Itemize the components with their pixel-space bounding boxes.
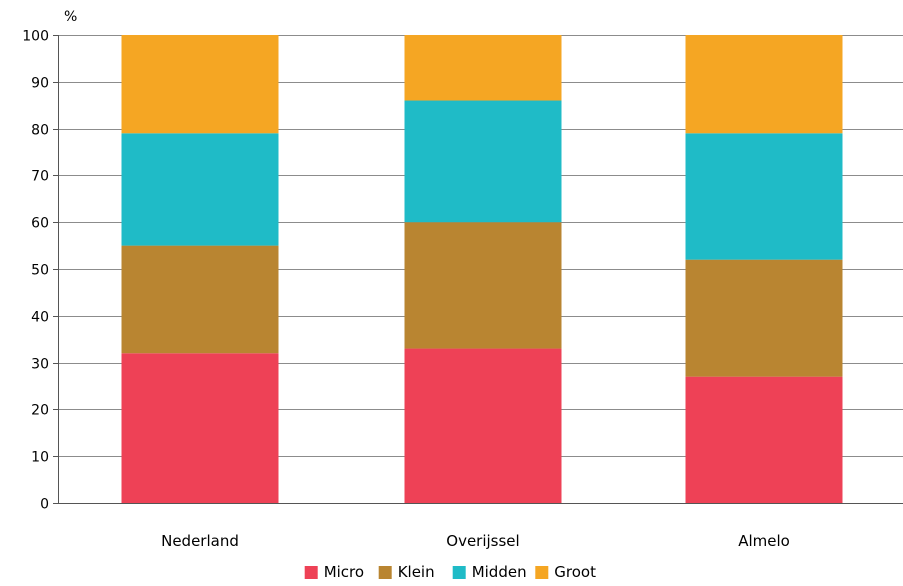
y-tick-label: 90 [31, 76, 49, 92]
x-category-label: Overijssel [446, 532, 519, 550]
legend-swatch-klein [378, 566, 392, 579]
bar-segment-klein-almelo [685, 259, 843, 377]
bar-segment-groot-overijssel [404, 35, 562, 101]
bar-segment-midden-overijssel [404, 100, 562, 223]
legend-label-micro: Micro [324, 563, 364, 581]
legend-swatch-midden [452, 566, 466, 579]
y-tick-label: 70 [31, 169, 49, 185]
x-axis-labels: Nederland Overijssel Almelo [161, 532, 790, 550]
bar-segment-micro-nederland [121, 353, 279, 503]
legend: Micro Klein Midden Groot [304, 563, 596, 581]
bar-segment-klein-nederland [121, 245, 279, 354]
legend-swatch-micro [304, 566, 318, 579]
bar-segment-midden-nederland [121, 133, 279, 246]
legend-label-midden: Midden [472, 563, 527, 581]
y-tick-label: 30 [31, 357, 49, 373]
y-tick-label: 100 [22, 29, 49, 45]
legend-label-groot: Groot [554, 563, 596, 581]
y-tick-label: 10 [31, 450, 49, 466]
y-tick-label: 40 [31, 310, 49, 326]
y-tick-label: 80 [31, 123, 49, 139]
bar-segment-groot-nederland [121, 35, 279, 134]
bars [121, 35, 843, 503]
bar-segment-klein-overijssel [404, 222, 562, 349]
bar-segment-groot-almelo [685, 35, 843, 134]
y-axis: % 0 10 20 30 40 50 60 70 80 90 100 [22, 9, 77, 513]
y-tick-label: 60 [31, 216, 49, 232]
y-tick-label: 0 [40, 497, 49, 513]
y-tick-label: 20 [31, 403, 49, 419]
y-axis-unit-label: % [64, 9, 77, 25]
bar-segment-micro-almelo [685, 376, 843, 503]
legend-swatch-groot [535, 566, 549, 579]
y-tick-label: 50 [31, 263, 49, 279]
x-category-label: Nederland [161, 532, 239, 550]
x-category-label: Almelo [738, 532, 790, 550]
legend-label-klein: Klein [398, 563, 435, 581]
bar-segment-midden-almelo [685, 133, 843, 260]
bar-segment-micro-overijssel [404, 348, 562, 503]
